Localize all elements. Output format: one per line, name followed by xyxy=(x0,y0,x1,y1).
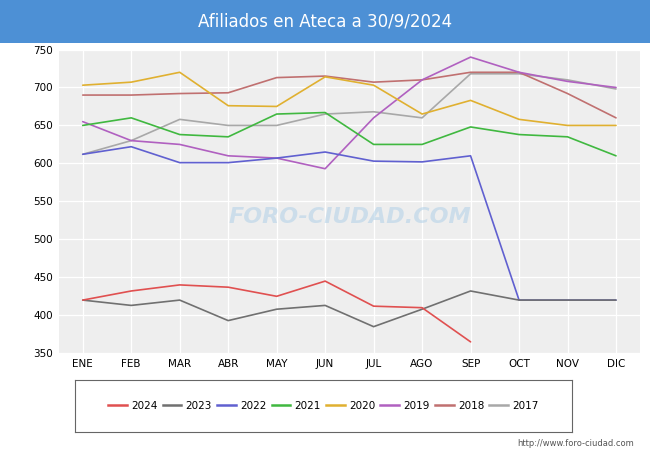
Text: Afiliados en Ateca a 30/9/2024: Afiliados en Ateca a 30/9/2024 xyxy=(198,12,452,31)
Text: FORO-CIUDAD.COM: FORO-CIUDAD.COM xyxy=(228,207,471,226)
Legend: 2024, 2023, 2022, 2021, 2020, 2019, 2018, 2017: 2024, 2023, 2022, 2021, 2020, 2019, 2018… xyxy=(104,397,543,415)
Text: http://www.foro-ciudad.com: http://www.foro-ciudad.com xyxy=(517,439,634,448)
